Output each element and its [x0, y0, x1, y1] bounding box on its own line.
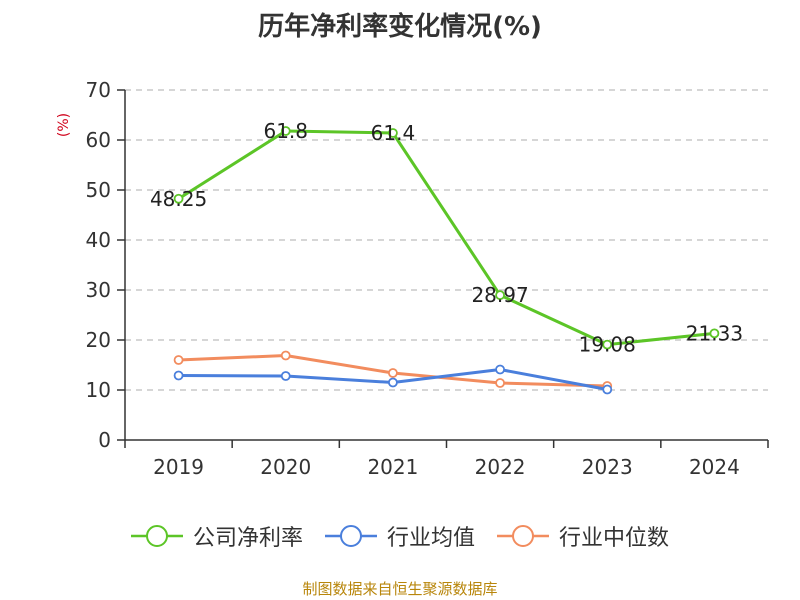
legend-swatch — [130, 525, 183, 547]
grid-lines — [125, 89, 768, 391]
data-point — [280, 126, 291, 136]
y-axis-label: (%) — [56, 113, 72, 137]
x-tick-label: 2019 — [153, 455, 204, 479]
data-point — [280, 350, 291, 361]
data-label: 61.8 — [263, 119, 308, 143]
y-tick-label: 50 — [86, 178, 111, 202]
y-tick-label: 0 — [98, 428, 111, 452]
y-tick-label: 20 — [86, 328, 111, 352]
legend-swatch — [324, 525, 377, 547]
legend-item[interactable]: 行业均值 — [324, 520, 475, 552]
legend-label: 行业均值 — [386, 526, 475, 551]
data-labels: 48.25 61.8 61.4 28.97 19.08 21.33 — [150, 119, 743, 357]
data-point — [173, 355, 184, 365]
legend-label: 行业中位数 — [559, 526, 670, 551]
data-point — [388, 368, 398, 378]
data-point — [495, 364, 505, 375]
legend-marker — [339, 525, 362, 547]
data-label: 61.4 — [371, 121, 416, 145]
y-tick-label: 40 — [86, 228, 111, 252]
data-label: 21.33 — [686, 321, 743, 345]
data-point — [602, 384, 613, 395]
x-tick-label: 2023 — [582, 455, 633, 479]
legend-marker — [145, 525, 168, 547]
x-tick-label: 2022 — [475, 455, 526, 479]
data-point — [709, 328, 720, 339]
legend: 公司净利率 行业均值 行业中位数 — [0, 520, 800, 552]
y-tick-label: 70 — [86, 78, 111, 102]
legend-marker — [512, 525, 534, 547]
legend-label: 公司净利率 — [192, 526, 303, 551]
data-point — [388, 128, 398, 138]
source-note: 制图数据来自恒生聚源数据库 — [302, 580, 498, 598]
x-tick-label: 2024 — [689, 455, 740, 479]
x-tick-label: 2021 — [367, 455, 418, 479]
data-point — [388, 377, 398, 388]
x-tick-label: 2020 — [260, 455, 311, 479]
y-tick-label: 60 — [86, 128, 111, 152]
series-lines — [173, 126, 720, 395]
data-point — [173, 193, 184, 204]
chart-title: 历年净利率变化情况(%) — [258, 12, 542, 42]
legend-item[interactable]: 行业中位数 — [497, 520, 669, 552]
axes: 0 10 20 30 40 50 60 70 2019 2020 2021 2022 2023 2024 — [86, 78, 769, 479]
data-point — [280, 371, 291, 381]
data-point — [495, 290, 505, 301]
legend-item[interactable]: 公司净利率 — [130, 520, 303, 552]
data-point — [495, 378, 505, 388]
y-tick-label: 10 — [86, 378, 111, 402]
legend-swatch — [497, 525, 549, 547]
data-label: 19.08 — [579, 333, 636, 357]
data-label: 48.25 — [150, 187, 207, 211]
data-point — [173, 370, 184, 381]
series-line — [177, 129, 715, 347]
y-tick-label: 30 — [86, 278, 111, 302]
data-label: 28.97 — [471, 283, 528, 307]
data-point — [602, 339, 613, 350]
